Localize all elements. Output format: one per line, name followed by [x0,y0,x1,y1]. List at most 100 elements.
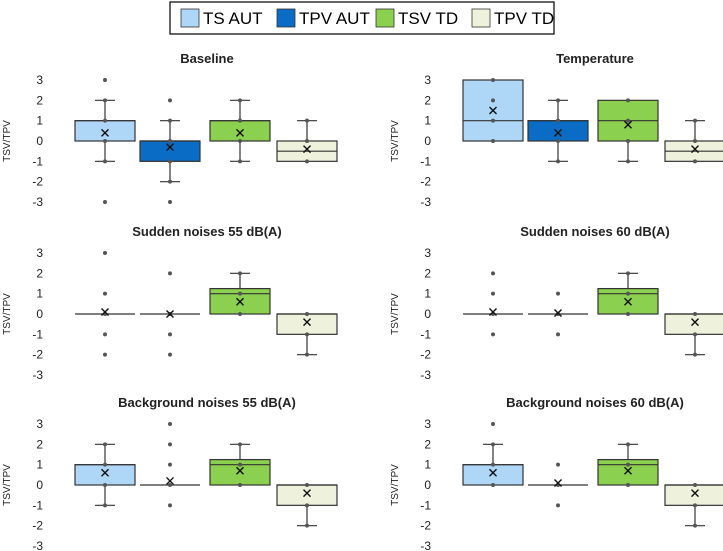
box-tsv-td [597,271,659,316]
box-iqr [276,313,338,335]
data-point [491,271,495,276]
data-point [693,139,697,143]
data-point [491,98,495,103]
y-tick-label: 2 [424,437,431,451]
y-tick-label: 2 [36,93,43,107]
data-point [626,312,630,316]
data-point [103,78,107,82]
y-tick-label: 0 [424,134,431,148]
y-tick-label: -2 [32,519,43,533]
chart-title: Baseline [180,51,233,66]
mean-marker [554,478,562,487]
data-point [168,332,172,337]
y-tick-label: -3 [32,195,43,209]
mean-marker [624,120,632,129]
mean-marker [489,106,497,115]
data-point [238,462,242,467]
mean-marker [691,318,699,327]
mean-marker [691,489,699,498]
data-point [238,483,242,487]
legend-item-tpv-aut: TPV AUT [276,8,370,28]
data-point [626,118,630,123]
chart-title: Temperature [556,51,634,66]
data-point [491,78,495,82]
legend-label: TPV TD [494,9,554,28]
box-tpv-td [664,483,723,528]
legend-swatch [276,8,296,28]
data-point [556,159,560,164]
data-point [238,312,242,316]
legend-label: TPV AUT [299,9,370,28]
box-tpv-td [664,118,723,164]
y-tick-label: 1 [36,458,43,472]
data-point [305,503,309,508]
box-iqr [527,120,589,142]
mean-marker [166,143,174,152]
box-tpv-td [276,118,338,164]
mean-marker [236,466,244,475]
y-tick-label: 1 [36,287,43,301]
box-iqr [74,464,136,486]
y-tick-label: 1 [424,458,431,472]
data-point [693,523,697,528]
data-point [103,442,107,447]
data-point [238,98,242,103]
mean-marker [691,145,699,154]
y-tick-label: 0 [424,478,431,492]
data-point [103,483,107,487]
data-point [305,352,309,357]
data-point [103,462,107,467]
chart-panel-sudden-noises-60-db-a: Sudden noises 60 dB(A) TSV/TPV 3 2 1 0 -1 -2 -3 [390,224,723,382]
box-ts-aut [462,78,524,143]
y-tick-label: -3 [32,539,43,551]
data-point [626,442,630,447]
y-tick-label: 0 [424,307,431,321]
y-tick-label: -2 [420,519,431,533]
data-point [626,483,630,487]
data-point [491,422,495,426]
box-iqr [664,484,723,506]
data-point [491,332,495,337]
data-point [305,312,309,316]
data-point [168,159,172,164]
data-point [491,462,495,467]
box-iqr [664,313,723,335]
legend-label: TS AUT [203,9,263,28]
data-point [168,483,172,487]
y-axis-label: TSV/TPV [390,464,401,506]
box-tpv-aut [140,422,200,508]
data-point [305,332,309,337]
y-tick-label: -2 [420,348,431,362]
data-point [491,118,495,123]
data-point [305,118,309,123]
box-iqr [209,120,271,142]
y-tick-label: 1 [424,114,431,128]
y-axis-label: TSV/TPV [2,293,13,335]
data-point [305,523,309,528]
y-tick-label: -2 [420,175,431,189]
box-tpv-aut [528,462,588,508]
y-tick-label: -1 [32,327,43,341]
data-point [168,139,172,143]
box-ts-aut [463,271,523,337]
legend: TS AUT TPV AUT TSV TD TPV TD [169,1,555,35]
data-point [626,139,630,143]
data-point [693,118,697,123]
y-tick-label: -3 [420,195,431,209]
y-tick-label: -1 [32,498,43,512]
y-tick-label: 0 [36,478,43,492]
data-point [168,179,172,184]
data-point [103,332,107,337]
legend-item-tsv-td: TSV TD [375,8,458,28]
box-tpv-td [276,312,338,357]
data-point [556,503,560,508]
box-iqr [139,140,201,162]
data-point [103,503,107,508]
data-point [556,98,560,103]
y-tick-label: 1 [424,287,431,301]
y-tick-label: 2 [36,266,43,280]
data-point [305,483,309,487]
data-point [103,200,107,204]
data-point [168,118,172,123]
